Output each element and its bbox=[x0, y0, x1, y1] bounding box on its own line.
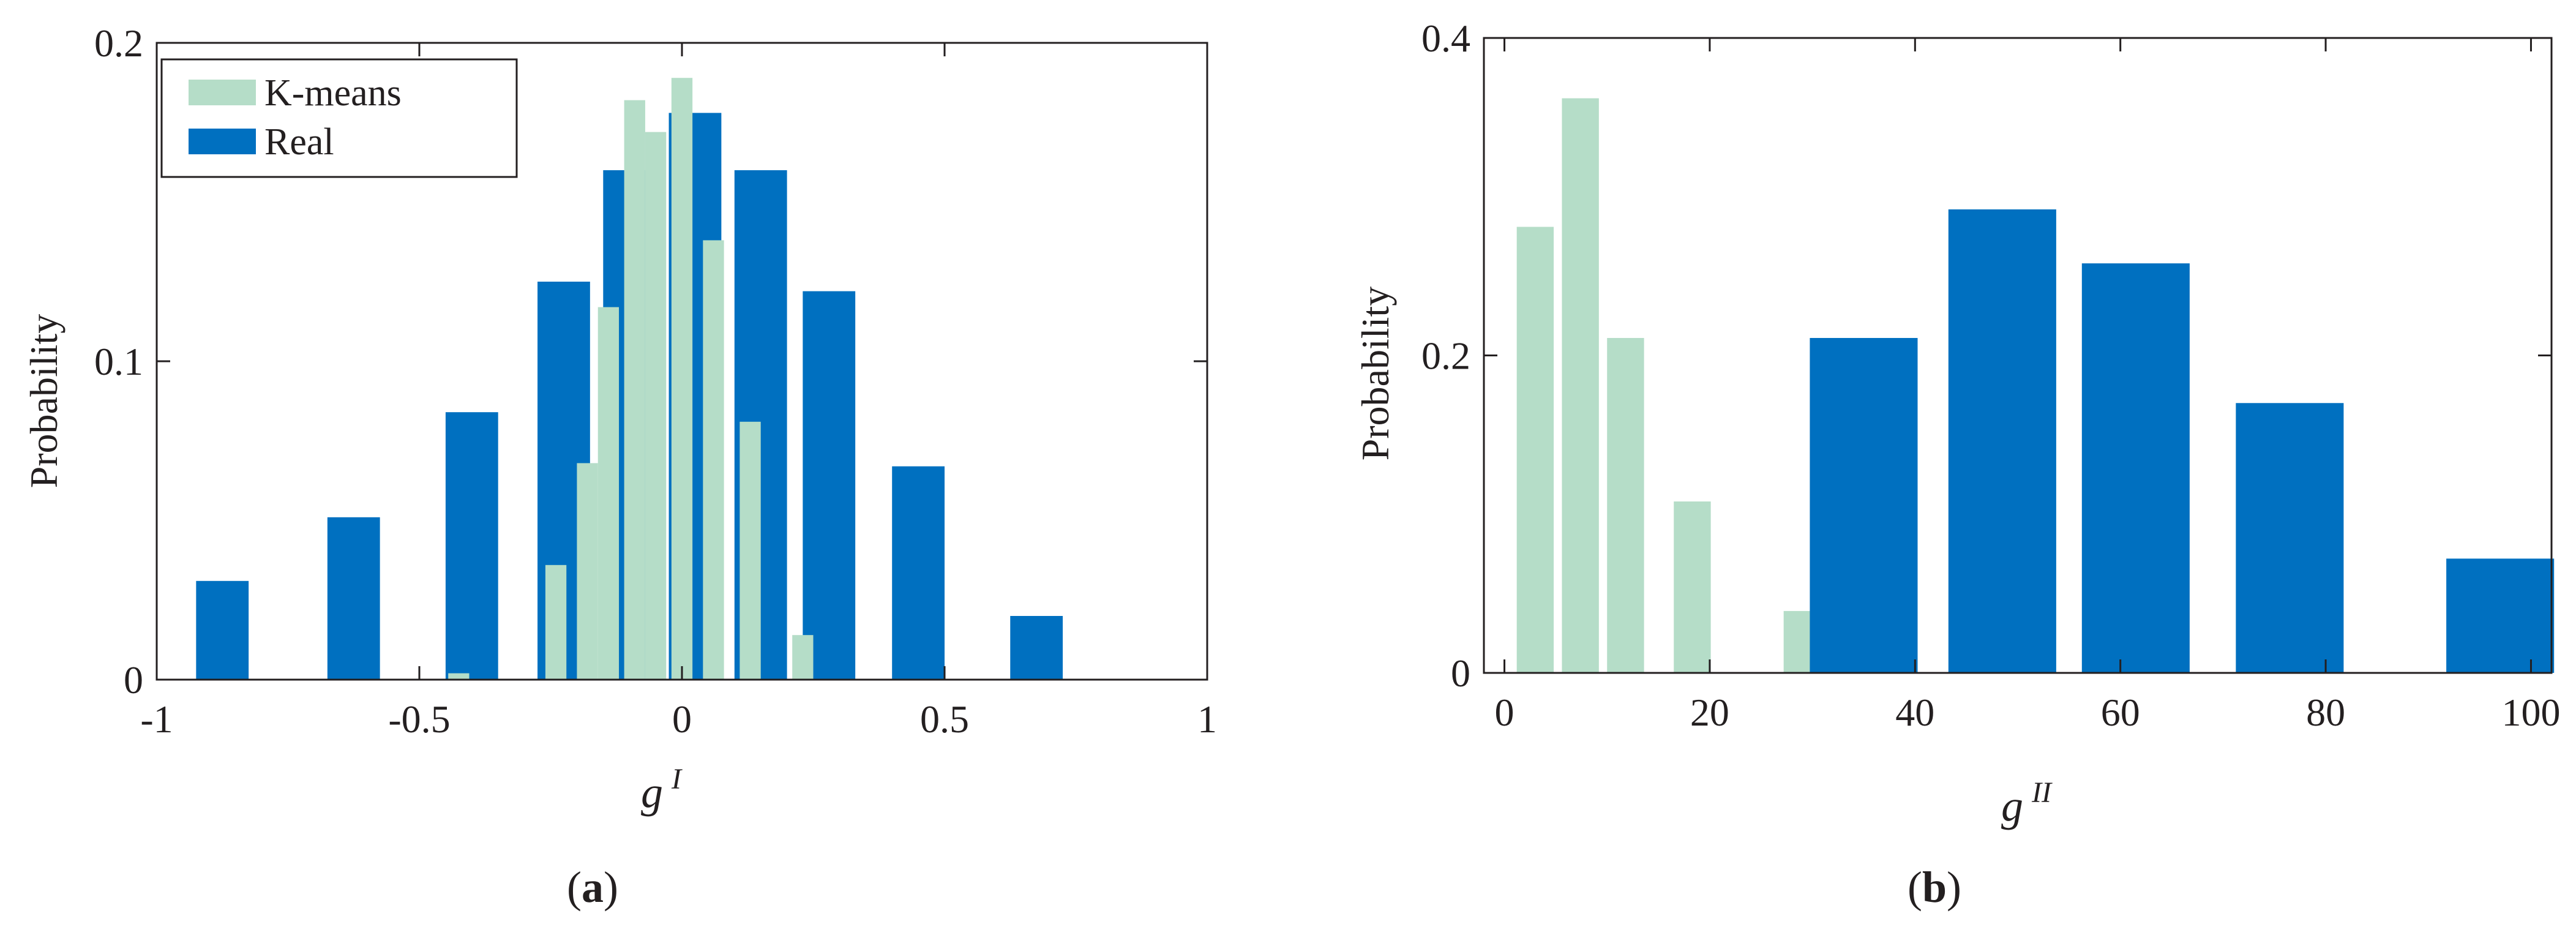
x-tick-label-b-1: 20 bbox=[1690, 691, 1729, 734]
kmeans-bar-a-2 bbox=[577, 463, 598, 680]
x-tick-label-b-0: 0 bbox=[1495, 691, 1515, 734]
x-tick-label-a-3: 0.5 bbox=[920, 697, 969, 741]
y-tick-labels-b: 0 0.2 0.4 bbox=[1421, 17, 1470, 695]
axis-ticks-a bbox=[155, 42, 1208, 681]
y-tick-label-b-2: 0.4 bbox=[1421, 17, 1470, 60]
y-axis-label-a: Probability bbox=[22, 314, 66, 488]
kmeans-bar-a-9 bbox=[792, 635, 814, 680]
kmeans-bar-a-8 bbox=[739, 421, 761, 680]
x-tick-label-b-4: 80 bbox=[2306, 691, 2345, 734]
x-tick-label-a-4: 1 bbox=[1197, 697, 1217, 741]
x-axis-label-b: g II bbox=[2001, 776, 2053, 830]
real-series-bars-b bbox=[1810, 209, 2555, 673]
real-bar-b-2 bbox=[2081, 263, 2190, 673]
chart-panel-b: 0 20 40 60 80 100 0 0.2 0.4 Probability g II (b) bbox=[1354, 17, 2560, 912]
x-tick-label-b-2: 40 bbox=[1895, 691, 1934, 734]
y-tick-label-b-0: 0 bbox=[1451, 651, 1470, 695]
real-bar-a-9 bbox=[1010, 616, 1063, 680]
x-tick-labels-b: 0 20 40 60 80 100 bbox=[1495, 691, 2561, 734]
legend-label-kmeans: K-means bbox=[264, 72, 402, 114]
real-bar-a-7 bbox=[803, 291, 856, 680]
kmeans-bar-b-3 bbox=[1674, 501, 1711, 673]
y-axis-label-b: Probability bbox=[1354, 287, 1397, 460]
x-tick-label-a-2: 0 bbox=[672, 697, 692, 741]
real-bar-a-0 bbox=[196, 580, 249, 680]
y-tick-labels-a: 0 0.1 0.2 bbox=[94, 21, 143, 702]
real-bar-a-8 bbox=[892, 466, 945, 680]
legend-label-real: Real bbox=[264, 121, 334, 163]
kmeans-series-bars-a bbox=[448, 78, 814, 680]
y-tick-label-a-1: 0.1 bbox=[94, 340, 143, 383]
real-bar-b-4 bbox=[2446, 558, 2555, 673]
kmeans-bar-a-1 bbox=[545, 565, 567, 680]
legend: K-means Real bbox=[160, 58, 518, 178]
x-tick-labels-a: -1 -0.5 0 0.5 1 bbox=[140, 697, 1217, 741]
legend-box bbox=[160, 58, 518, 178]
kmeans-bar-b-0 bbox=[1516, 227, 1554, 673]
y-tick-label-a-0: 0 bbox=[124, 658, 143, 702]
x-tick-label-a-0: -1 bbox=[140, 697, 173, 741]
y-tick-label-b-1: 0.2 bbox=[1421, 334, 1470, 378]
panel-caption-a: (a) bbox=[567, 863, 618, 912]
panel-caption-b: (b) bbox=[1908, 863, 1961, 912]
kmeans-bar-a-6 bbox=[671, 78, 693, 680]
real-bar-b-1 bbox=[1948, 209, 2056, 673]
kmeans-bar-a-5 bbox=[645, 132, 667, 680]
kmeans-bar-a-3 bbox=[597, 307, 620, 680]
real-bar-a-2 bbox=[445, 412, 498, 680]
real-bar-b-0 bbox=[1810, 337, 1918, 673]
kmeans-bar-a-4 bbox=[624, 100, 645, 680]
kmeans-bar-b-1 bbox=[1562, 98, 1599, 673]
kmeans-bar-b-2 bbox=[1607, 337, 1644, 673]
x-tick-label-b-5: 100 bbox=[2501, 691, 2560, 734]
kmeans-bar-a-0 bbox=[448, 673, 470, 680]
x-tick-label-b-3: 60 bbox=[2101, 691, 2140, 734]
real-bar-a-1 bbox=[327, 517, 380, 680]
legend-swatch-kmeans bbox=[189, 80, 256, 105]
x-tick-label-a-1: -0.5 bbox=[388, 697, 450, 741]
legend-swatch-real bbox=[189, 129, 256, 154]
kmeans-series-bars-b bbox=[1516, 98, 1821, 673]
y-tick-label-a-2: 0.2 bbox=[94, 21, 143, 65]
axis-ticks-b bbox=[1484, 37, 2552, 674]
real-bar-b-3 bbox=[2236, 403, 2344, 673]
kmeans-bar-a-7 bbox=[703, 240, 724, 680]
